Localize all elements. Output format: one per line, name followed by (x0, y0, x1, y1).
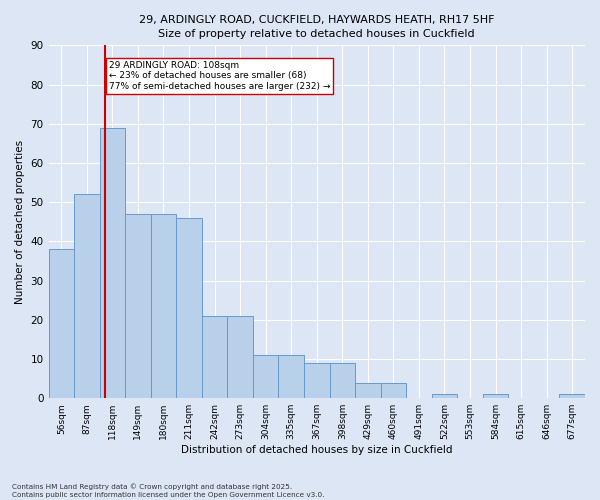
Bar (151, 214, 176, 398)
Bar (329, 363, 355, 398)
Bar (227, 316, 253, 398)
Bar (253, 355, 278, 398)
Bar (176, 218, 202, 398)
X-axis label: Distribution of detached houses by size in Cuckfield: Distribution of detached houses by size … (181, 445, 452, 455)
Y-axis label: Number of detached properties: Number of detached properties (15, 140, 25, 304)
Bar (304, 363, 329, 398)
Bar (125, 214, 151, 398)
Bar (202, 316, 227, 398)
Text: 29 ARDINGLY ROAD: 108sqm
← 23% of detached houses are smaller (68)
77% of semi-d: 29 ARDINGLY ROAD: 108sqm ← 23% of detach… (109, 61, 330, 91)
Bar (432, 394, 457, 398)
Bar (49, 249, 74, 398)
Text: Contains HM Land Registry data © Crown copyright and database right 2025.
Contai: Contains HM Land Registry data © Crown c… (12, 484, 325, 498)
Bar (278, 355, 304, 398)
Title: 29, ARDINGLY ROAD, CUCKFIELD, HAYWARDS HEATH, RH17 5HF
Size of property relative: 29, ARDINGLY ROAD, CUCKFIELD, HAYWARDS H… (139, 15, 494, 39)
Bar (355, 382, 380, 398)
Bar (380, 382, 406, 398)
Bar (483, 394, 508, 398)
Bar (100, 128, 125, 398)
Bar (74, 194, 100, 398)
Bar (559, 394, 585, 398)
